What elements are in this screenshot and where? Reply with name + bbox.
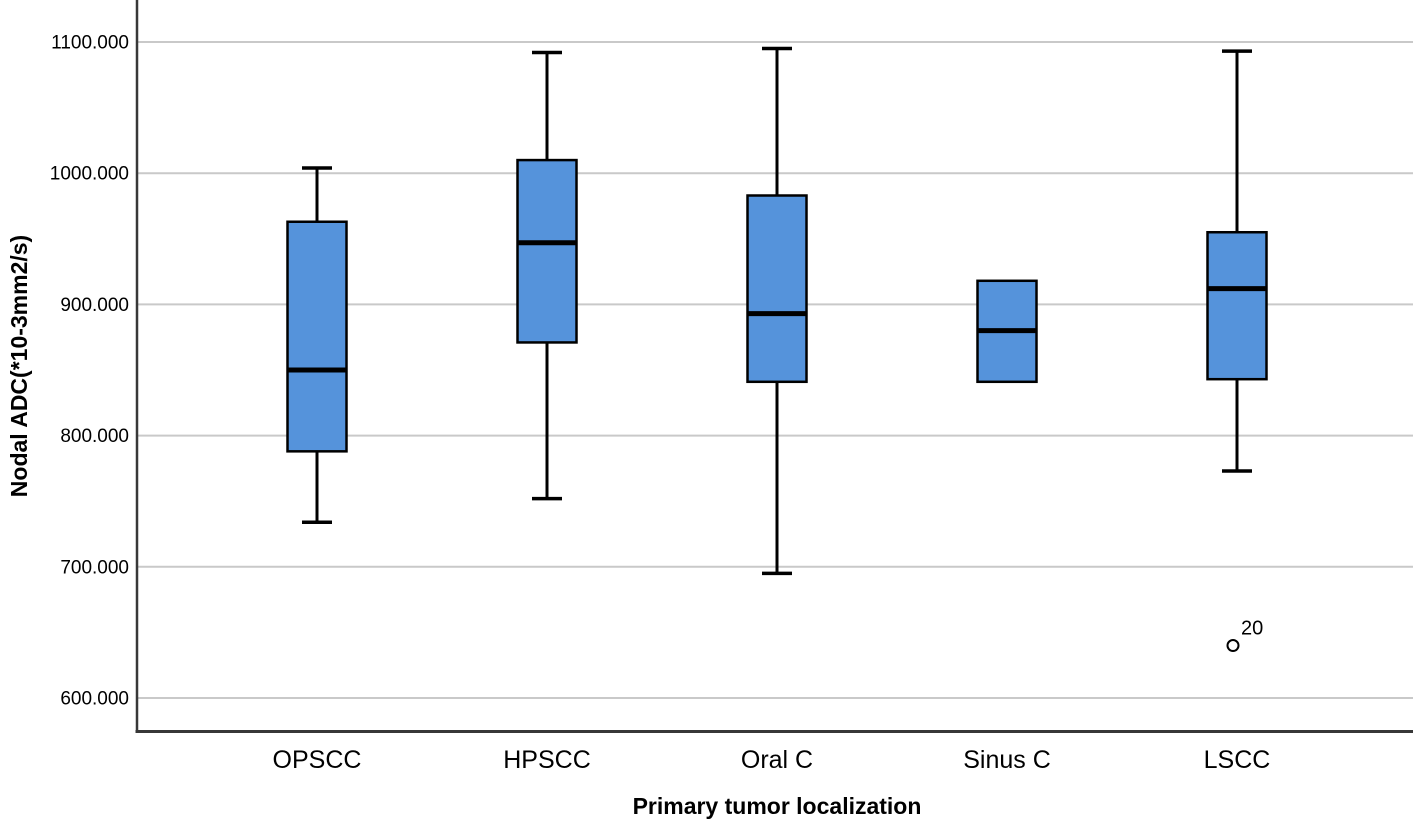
x-tick-label-oral-c: Oral C <box>741 746 813 774</box>
outlier-point-lscc <box>1226 639 1240 653</box>
y-tick-label-700: 700.000 <box>60 557 129 578</box>
x-tick-label-lscc: LSCC <box>1204 746 1271 774</box>
y-tick-label-1000: 1000.000 <box>50 164 129 185</box>
y-axis-title: Nodal ADC(*10-3mm2/s) <box>6 235 32 497</box>
y-tick-label-900: 900.000 <box>60 295 129 316</box>
box-hpscc <box>516 158 578 344</box>
x-tick-label-opscc: OPSCC <box>273 746 362 774</box>
x-tick-label-hpscc: HPSCC <box>503 746 591 774</box>
box-lscc <box>1206 230 1268 381</box>
outlier-label-lscc: 20 <box>1241 618 1263 640</box>
box-opscc <box>286 220 348 453</box>
y-tick-label-600: 600.000 <box>60 689 129 710</box>
box-oral-c <box>746 194 808 384</box>
y-tick-label-1100: 1100.000 <box>51 33 129 54</box>
x-axis-title: Primary tumor localization <box>633 793 922 819</box>
x-tick-label-sinus-c: Sinus C <box>963 746 1051 774</box>
y-tick-label-800: 800.000 <box>60 426 129 447</box>
